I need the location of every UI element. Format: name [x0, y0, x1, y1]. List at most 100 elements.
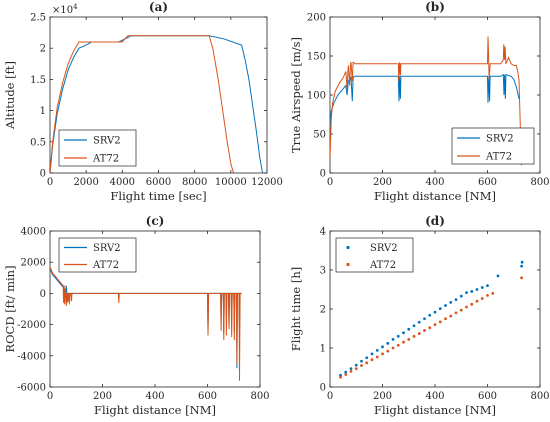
legend: SRV2 AT72 [335, 237, 414, 273]
scatter-point-srv2 [344, 370, 348, 374]
y-tick-label: 3 [320, 266, 326, 277]
x-tick-label: 0 [47, 391, 53, 402]
y-tick-label: 200 [307, 13, 326, 24]
scatter-point-srv2 [480, 286, 484, 289]
scatter-point-at72 [444, 317, 447, 321]
series-line-at72 [50, 266, 242, 381]
y-tick-label: -6000 [17, 383, 46, 394]
x-tick-label: 400 [425, 391, 444, 402]
legend-box [58, 237, 137, 273]
scatter-point-at72 [438, 320, 442, 324]
scatter-point-srv2 [412, 324, 416, 328]
scatter-point-srv2 [339, 373, 342, 377]
x-axis-label: Flight time [sec] [110, 189, 206, 203]
legend-entry: SRV2 [486, 134, 514, 145]
x-tick-label: 0 [47, 177, 53, 188]
legend: SRV2 AT72 [451, 127, 535, 165]
scatter-point-srv2 [391, 338, 395, 341]
scatter-point-srv2 [428, 313, 432, 317]
scatter-point-srv2 [402, 331, 405, 335]
y-axis-label: Flight time [h] [289, 267, 303, 351]
scatter-point-at72 [449, 314, 453, 318]
scatter-point-srv2 [465, 291, 468, 295]
x-tick-label: 600 [478, 177, 497, 188]
legend-entry: SRV2 [93, 136, 121, 147]
scatter-point-at72 [465, 305, 468, 309]
scatter-point-srv2 [360, 359, 363, 363]
legend: SRV2 AT72 [58, 237, 137, 273]
series-group [50, 35, 263, 173]
legend-marker [346, 245, 350, 250]
scatter-point-at72 [454, 311, 458, 315]
x-tick-label: 0 [327, 177, 333, 188]
scatter-point-srv2 [365, 356, 369, 360]
x-tick-label: 200 [373, 391, 392, 402]
y-axis-label: True Airspeed [m/s] [289, 37, 303, 153]
x-axis-label: Flight distance [NM] [374, 403, 496, 417]
scatter-point-srv2 [459, 294, 463, 298]
scatter-point-srv2 [496, 274, 500, 278]
scatter-point-srv2 [386, 341, 390, 345]
x-tick-label: 0 [327, 391, 333, 402]
scatter-point-srv2 [444, 304, 447, 307]
y-axis-label: Altitude [ft] [3, 61, 17, 130]
x-tick-label: 400 [425, 177, 444, 188]
scatter-point-srv2 [470, 290, 474, 293]
series-group [339, 260, 524, 379]
scatter-point-srv2 [449, 300, 453, 304]
legend-entry: AT72 [92, 260, 119, 271]
x-axis-label: Flight distance [NM] [94, 403, 216, 417]
y-tick-label: 100 [307, 91, 326, 102]
x-tick-label: 800 [250, 391, 269, 402]
legend: SRV2 AT72 [58, 129, 137, 167]
y-tick-label: 2 [40, 44, 46, 55]
scatter-point-srv2 [349, 367, 353, 371]
legend-entry: AT72 [369, 260, 396, 271]
scatter-point-at72 [349, 370, 353, 373]
scatter-point-srv2 [486, 284, 489, 287]
x-tick-label: 8000 [182, 177, 207, 188]
scatter-point-at72 [480, 297, 484, 300]
y-tick-label: 1 [40, 106, 46, 117]
scatter-point-srv2 [381, 345, 384, 349]
series-line-at72 [50, 35, 234, 173]
scatter-point-at72 [370, 358, 374, 362]
panel-2: 0 200 400 600 800 0 50 100 150 200 (b) Flight dista… [289, 0, 550, 203]
legend-box [451, 127, 535, 165]
scatter-point-srv2 [454, 298, 458, 302]
legend-marker [346, 262, 350, 267]
y-tick-label: 4 [320, 227, 326, 238]
scatter-point-at72 [375, 355, 379, 359]
x-tick-label: 10000 [215, 177, 247, 188]
series-group [50, 266, 242, 381]
scatter-point-at72 [423, 329, 426, 332]
y-tick-label: 1 [320, 344, 326, 355]
scatter-point-srv2 [520, 264, 524, 268]
legend-box [335, 237, 414, 273]
y-tick-label: 4000 [21, 227, 46, 238]
scatter-point-at72 [381, 352, 384, 356]
y-tick-label: 50 [313, 130, 326, 141]
y-tick-label: 0 [320, 383, 326, 394]
x-tick-label: 6000 [146, 177, 171, 188]
scatter-point-at72 [386, 349, 390, 353]
scatter-point-at72 [339, 375, 342, 379]
panel-title: (a) [149, 0, 168, 14]
scatter-point-at72 [354, 367, 358, 371]
x-tick-label: 800 [530, 391, 549, 402]
scatter-point-at72 [412, 334, 416, 338]
x-tick-label: 200 [373, 177, 392, 188]
scatter-point-at72 [491, 292, 495, 295]
scatter-point-at72 [365, 361, 369, 365]
x-tick-label: 800 [530, 177, 549, 188]
scatter-point-at72 [470, 302, 474, 306]
scatter-point-at72 [360, 364, 363, 367]
legend-box [58, 129, 137, 167]
x-tick-label: 4000 [110, 177, 135, 188]
scatter-point-srv2 [354, 363, 358, 367]
scatter-point-srv2 [396, 334, 400, 338]
scatter-point-at72 [396, 343, 400, 347]
y-tick-label: 2000 [21, 258, 46, 269]
panel-1: 0 2000 4000 6000 8000 10000 12000 0 0.5 1 1.5 2 2.5 ×… [3, 0, 283, 203]
y-tick-label: 1.5 [30, 75, 46, 86]
